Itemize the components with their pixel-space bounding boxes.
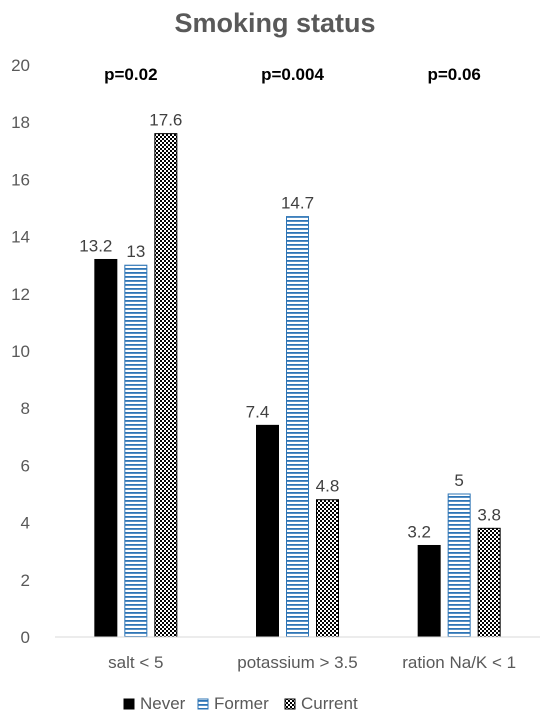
data-label: 4.8 <box>316 477 340 496</box>
y-tick-label: 18 <box>11 113 30 132</box>
y-tick-label: 6 <box>21 456 30 475</box>
legend-swatch-current <box>284 698 296 710</box>
data-labels: 13.2 13 17.6 7.4 14.7 4.8 3.2 5 3.8 <box>79 111 501 542</box>
chart-title: Smoking status <box>174 8 375 38</box>
data-label: 13.2 <box>79 236 112 255</box>
bar-never-0 <box>94 258 118 638</box>
data-label: 17.6 <box>149 111 182 130</box>
y-tick-label: 8 <box>21 399 30 418</box>
bars <box>94 133 501 638</box>
y-tick-label: 2 <box>21 571 30 590</box>
bar-never-1 <box>256 424 279 638</box>
data-label: 14.7 <box>281 194 314 213</box>
legend-label-current: Current <box>301 694 358 713</box>
x-category-label: potassium > 3.5 <box>237 653 358 672</box>
data-label: 3.8 <box>477 505 501 524</box>
y-tick-label: 20 <box>11 56 30 75</box>
y-tick-label: 4 <box>21 514 30 533</box>
legend-swatch-former <box>197 698 209 710</box>
bar-former-0 <box>124 264 148 638</box>
x-category-label: salt < 5 <box>108 653 163 672</box>
bar-former-1 <box>286 216 309 638</box>
data-label: 5 <box>454 471 463 490</box>
bar-former-2 <box>447 493 471 638</box>
p-value-annotation: p=0.06 <box>427 65 480 84</box>
p-value-annotations: p=0.02 p=0.004 p=0.06 <box>104 65 481 84</box>
data-label: 13 <box>126 242 145 261</box>
y-axis: 0 2 4 6 8 10 12 14 16 18 20 <box>11 56 30 647</box>
y-tick-label: 12 <box>11 285 30 304</box>
data-label: 3.2 <box>407 522 431 541</box>
bar-current-2 <box>477 527 501 638</box>
bar-never-2 <box>417 544 441 638</box>
x-axis: salt < 5 potassium > 3.5 ration Na/K < 1 <box>55 636 540 672</box>
x-category-label: ration Na/K < 1 <box>402 653 516 672</box>
y-tick-label: 14 <box>11 228 30 247</box>
y-tick-label: 16 <box>11 170 30 189</box>
p-value-annotation: p=0.02 <box>104 65 157 84</box>
p-value-annotation: p=0.004 <box>261 65 324 84</box>
legend: Never Former Current <box>123 694 358 713</box>
data-label: 7.4 <box>246 402 270 421</box>
bar-current-1 <box>316 499 339 638</box>
legend-label-former: Former <box>214 694 269 713</box>
legend-swatch-never <box>123 698 135 710</box>
bar-current-0 <box>154 133 178 638</box>
y-tick-label: 10 <box>11 342 30 361</box>
legend-label-never: Never <box>140 694 186 713</box>
y-tick-label: 0 <box>21 628 30 647</box>
